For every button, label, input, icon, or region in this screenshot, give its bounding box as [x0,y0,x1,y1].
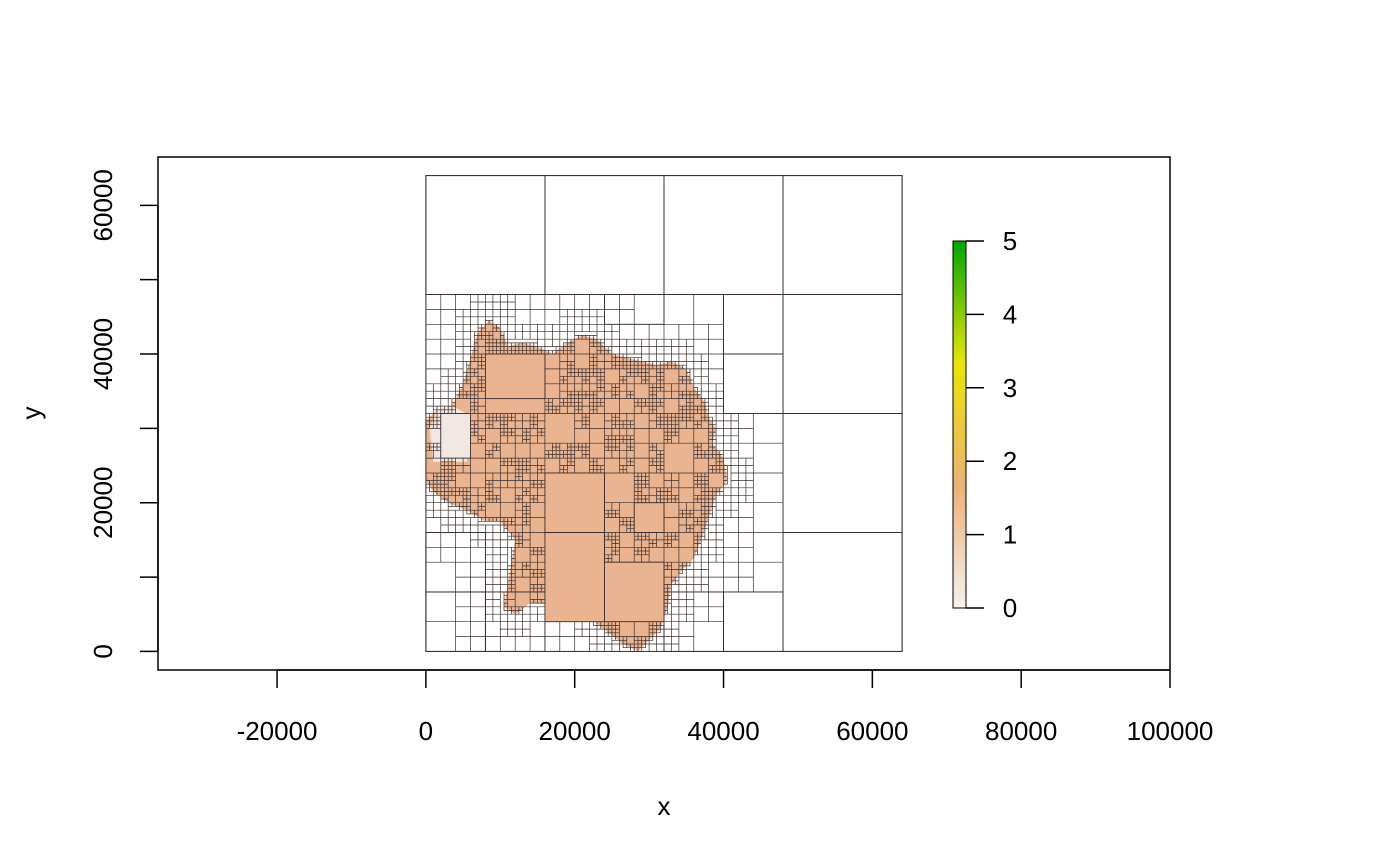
quadtree-cell [782,294,903,414]
legend-colorbar [952,240,967,609]
quadtree-cell [544,532,605,623]
legend-tick-label: 4 [1003,299,1017,329]
quadtree-cell [723,353,784,414]
quadtree-cell [633,502,665,533]
color-legend: 0 1 2 3 4 5 [952,226,1017,623]
legend-tick-label: 0 [1003,593,1017,623]
legend-tick-label: 5 [1003,226,1017,256]
x-tick-label: 100000 [1127,716,1214,746]
x-tick-label: 60000 [836,716,908,746]
y-tick-label: 20000 [88,467,118,539]
legend-tick-label: 2 [1003,446,1017,476]
x-axis: -20000 0 20000 40000 60000 80000 100000 [237,669,1214,746]
quadtree-cell [544,175,665,295]
quadtree-cell [484,353,546,400]
quadtree-cell [782,532,903,652]
quadtree-cell [663,175,784,295]
y-axis: 0 20000 40000 60000 [88,169,159,659]
x-tick-label: -20000 [237,716,318,746]
quadtree-cell [782,175,903,295]
x-tick-label: 0 [419,716,433,746]
legend-tick-label: 3 [1003,373,1017,403]
quadtree-cell [544,472,605,533]
quadtree-cell [723,294,784,355]
x-tick-label: 80000 [985,716,1057,746]
quadtree-cell [604,294,665,325]
quadtree-cell [723,591,784,652]
quadtree-cell [425,175,546,295]
y-tick-label: 60000 [88,169,118,241]
legend-tick-label: 1 [1003,520,1017,550]
grid-extent [425,175,903,652]
y-tick-label: 40000 [88,318,118,390]
y-tick-label: 0 [88,644,118,658]
y-axis-title: y [16,407,46,420]
quadtree-cell [440,413,471,459]
x-axis-title: x [658,791,671,821]
quadtree-cell [782,413,903,533]
x-tick-label: 40000 [687,716,759,746]
quadtree-cell [604,561,665,623]
x-tick-label: 20000 [539,716,611,746]
